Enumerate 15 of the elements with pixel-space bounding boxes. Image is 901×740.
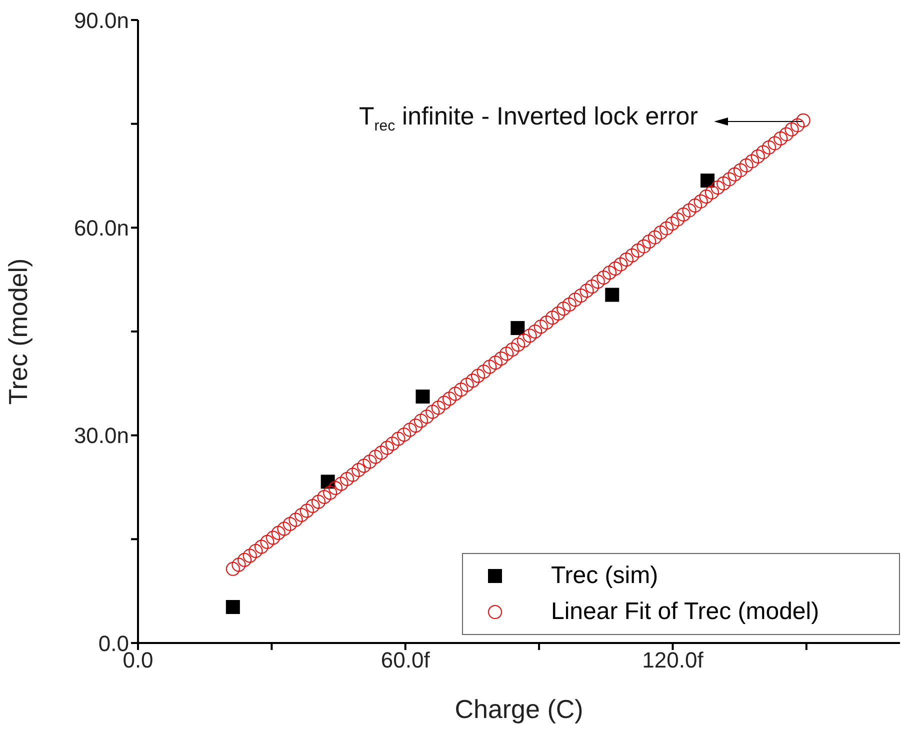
y-tick-label: 60.0n: [74, 215, 129, 240]
point: [605, 288, 620, 302]
x-tick-label: 120.0f: [642, 648, 704, 673]
y-axis-title: Trec (model): [3, 258, 34, 405]
x-axis-title: Charge (C): [454, 694, 584, 724]
legend-label: Trec (sim): [551, 562, 658, 590]
x-tick-label: 60.0f: [380, 648, 431, 673]
annotation: T$_{rec}$ infinite - Inverted lock error: [358, 102, 698, 135]
point: [416, 390, 430, 404]
point: [226, 600, 240, 614]
point: [510, 321, 525, 336]
y-tick-label: 30.0n: [74, 423, 129, 448]
legend-label: Linear Fit of Trec (model): [551, 598, 820, 626]
y-tick-label: 90.0n: [74, 8, 129, 33]
point: [700, 174, 714, 188]
